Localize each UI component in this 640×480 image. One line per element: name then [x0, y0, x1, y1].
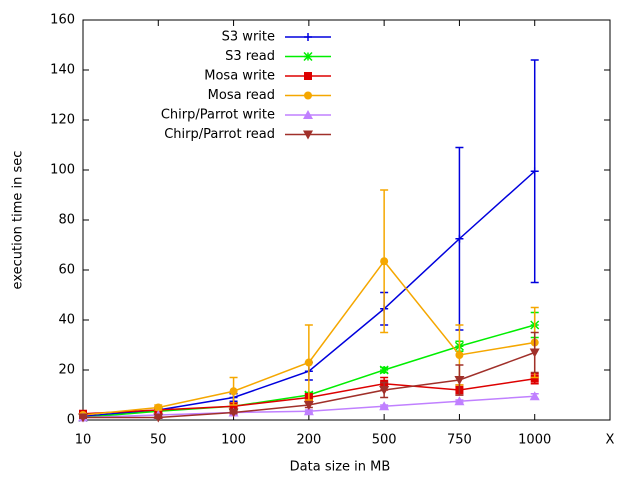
- x-tick-label: 10: [75, 433, 92, 448]
- legend-label: Chirp/Parrot read: [164, 127, 275, 142]
- y-tick-label: 140: [50, 63, 75, 78]
- marker: [454, 376, 465, 385]
- marker: [304, 72, 312, 80]
- marker: [228, 408, 239, 418]
- marker: [529, 391, 540, 401]
- marker: [303, 130, 313, 140]
- legend-label: S3 write: [222, 30, 275, 45]
- x-tick-label: 750: [447, 433, 472, 448]
- marker: [303, 401, 314, 410]
- y-axis-label: execution time in sec: [11, 151, 26, 290]
- x-tick-label: 200: [296, 433, 321, 448]
- marker: [530, 167, 539, 176]
- legend-label: S3 read: [225, 49, 275, 64]
- y-tick-label: 40: [58, 313, 75, 328]
- marker: [379, 365, 389, 375]
- plot-frame: [82, 19, 611, 421]
- y-tick-label: 100: [50, 163, 75, 178]
- marker: [379, 401, 390, 411]
- x-tick-label: 500: [372, 433, 397, 448]
- marker: [78, 413, 88, 423]
- marker: [455, 234, 464, 243]
- y-tick-label: 60: [58, 263, 75, 278]
- marker: [229, 402, 238, 411]
- marker: [304, 358, 313, 367]
- marker: [529, 348, 540, 358]
- marker: [530, 374, 539, 383]
- marker: [154, 403, 163, 412]
- marker: [303, 406, 314, 416]
- y-tick-label: 160: [50, 13, 75, 28]
- legend-label: Mosa read: [208, 88, 275, 103]
- marker: [229, 387, 238, 396]
- y-tick-label: 20: [58, 363, 75, 378]
- y-tick-label: 80: [58, 213, 75, 228]
- marker: [454, 396, 465, 406]
- marker: [455, 351, 464, 359]
- x-tick-label: 100: [221, 433, 246, 448]
- x-axis-label: Data size in MB: [290, 460, 391, 475]
- marker: [303, 51, 313, 62]
- x-tick-label: X: [606, 433, 615, 448]
- marker: [380, 257, 389, 266]
- y-tick-label: 120: [50, 113, 75, 128]
- legend-label: Chirp/Parrot write: [161, 108, 275, 123]
- y-tick-label: 0: [67, 413, 75, 428]
- marker: [304, 33, 312, 41]
- marker: [379, 386, 390, 395]
- marker: [153, 413, 164, 423]
- legend-label: Mosa write: [204, 69, 275, 84]
- x-tick-label: 1000: [518, 433, 551, 448]
- marker: [303, 110, 313, 119]
- marker: [304, 91, 312, 100]
- x-tick-label: 50: [150, 433, 167, 448]
